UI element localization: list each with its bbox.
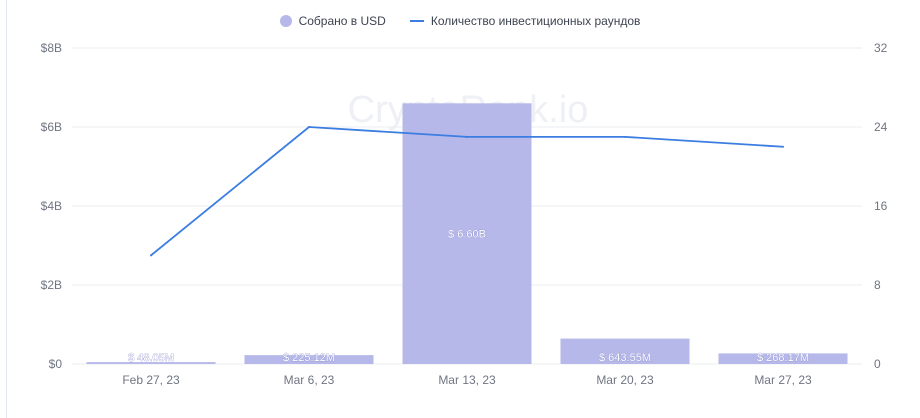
line-point[interactable] [308,126,310,128]
left-tick-label: $2B [41,278,62,292]
line-point[interactable] [624,135,626,138]
bar-value-label: $ 225.12M [283,352,335,364]
bar-value-label: $ 6.60B [448,229,486,241]
left-divider [6,0,7,418]
x-tick-label: Feb 27, 23 [122,373,180,387]
right-tick-label: 8 [874,278,881,292]
left-tick-label: $6B [41,120,62,134]
legend-line-swatch [409,20,424,22]
chart-legend: Собрано в USD Количество инвестиционных … [0,14,920,28]
right-axis: 0 8 16 24 32 [874,41,888,371]
legend-bar-swatch [279,15,292,27]
left-axis: $0 $2B $4B $6B $8B [41,41,63,371]
legend-label-raised: Собрано в USD [298,14,386,28]
bar-value-labels: $ 48.05M $ 225.12M $ 6.60B $ 643.55M $ 268.1… [128,228,810,364]
right-tick-label: 0 [874,357,881,371]
x-tick-label: Mar 20, 23 [596,373,654,387]
legend-item-raised[interactable]: Собрано в USD [279,14,386,28]
left-tick-label: $0 [49,357,63,371]
line-point[interactable] [466,135,468,138]
right-tick-label: 32 [874,41,888,55]
x-tick-label: Mar 6, 23 [284,373,335,387]
x-axis: Feb 27, 23 Mar 6, 23 Mar 13, 23 Mar 20, 23 M… [122,373,812,387]
bar[interactable] [244,355,374,364]
legend-item-rounds[interactable]: Количество инвестиционных раундов [409,14,641,28]
bar[interactable] [402,103,532,365]
bar-series [86,103,848,365]
left-tick-label: $8B [41,41,62,55]
bar-value-label: $ 48.05M [128,352,174,364]
legend-label-rounds: Количество инвестиционных раундов [430,14,641,28]
right-tick-label: 24 [874,120,888,134]
left-tick-label: $4B [41,199,62,213]
bar[interactable] [560,338,690,364]
bar[interactable] [86,362,216,364]
bar[interactable] [718,353,848,364]
bar-value-label: $ 268.17M [757,352,809,364]
line-point[interactable] [150,254,152,257]
line-series [150,126,784,257]
line-point[interactable] [782,145,784,148]
x-tick-label: Mar 27, 23 [754,373,812,387]
right-tick-label: 16 [874,199,888,213]
bar-value-label: $ 643.55M [599,352,651,364]
x-tick-label: Mar 13, 23 [438,373,496,387]
